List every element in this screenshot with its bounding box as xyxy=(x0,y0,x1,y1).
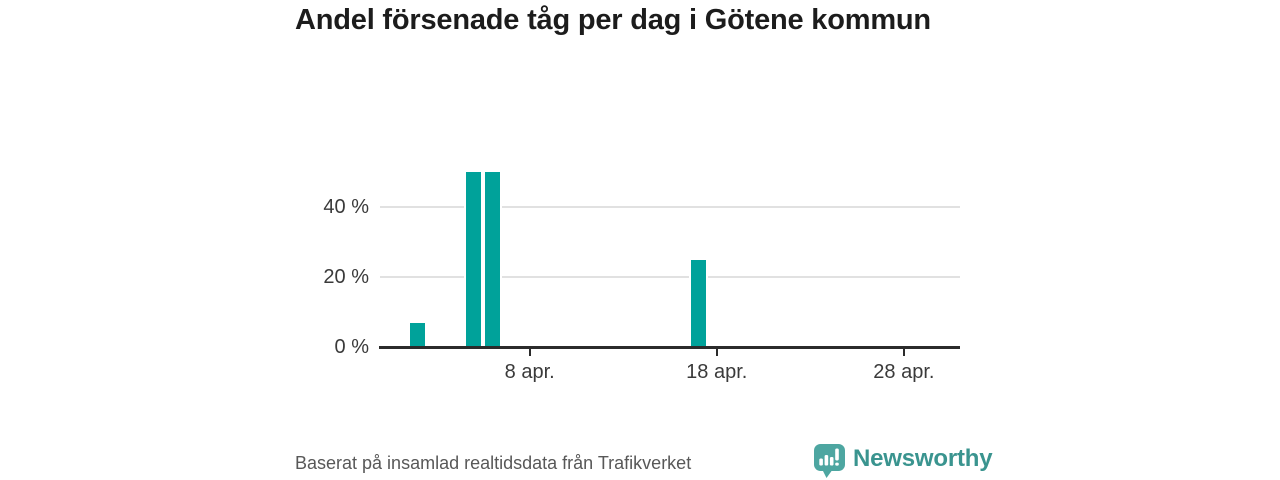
y-axis-tick-label: 20 % xyxy=(323,266,369,288)
plot-area: 0 % 20 % 40 % 8 apr. 18 apr. 28 apr. xyxy=(323,165,960,383)
y-axis-tick-label: 0 % xyxy=(334,336,369,358)
chart-title: Andel försenade tåg per dag i Götene kom… xyxy=(295,4,931,36)
source-note: Baserat på insamlad realtidsdata från Tr… xyxy=(295,453,692,473)
gridline xyxy=(380,206,960,208)
x-axis-line xyxy=(379,345,960,349)
gridline xyxy=(380,276,960,278)
x-axis-tick xyxy=(528,348,531,356)
x-axis-tick-label: 8 apr. xyxy=(504,361,555,383)
bar xyxy=(690,259,706,347)
y-axis-tick-label: 40 % xyxy=(323,196,369,218)
logo-bubble-icon xyxy=(814,444,845,478)
bar xyxy=(466,172,482,347)
bar xyxy=(409,322,425,347)
x-axis-tick-label: 28 apr. xyxy=(873,361,935,383)
brand-name: Newsworthy xyxy=(853,445,993,472)
bar xyxy=(484,172,500,347)
x-axis-tick-label: 18 apr. xyxy=(686,361,748,383)
newsworthy-logo: Newsworthy xyxy=(813,442,993,479)
x-axis-tick xyxy=(715,348,718,356)
x-axis-tick xyxy=(902,348,905,356)
